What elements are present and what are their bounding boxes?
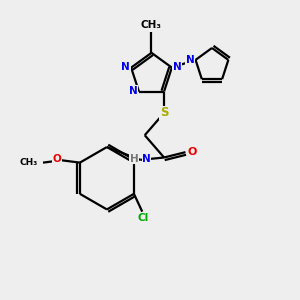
Text: O: O [52, 154, 61, 164]
Text: N: N [186, 55, 195, 65]
Text: Cl: Cl [138, 213, 149, 223]
Text: N: N [142, 154, 151, 164]
Text: N: N [122, 62, 130, 72]
Text: CH₃: CH₃ [141, 20, 162, 31]
Text: CH₃: CH₃ [20, 158, 38, 167]
Text: H: H [130, 154, 139, 164]
Text: S: S [160, 106, 168, 119]
Text: N: N [129, 86, 138, 96]
Text: O: O [187, 147, 197, 157]
Text: N: N [173, 62, 182, 72]
